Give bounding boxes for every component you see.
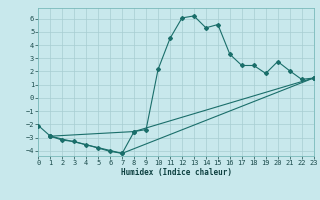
X-axis label: Humidex (Indice chaleur): Humidex (Indice chaleur) bbox=[121, 168, 231, 177]
